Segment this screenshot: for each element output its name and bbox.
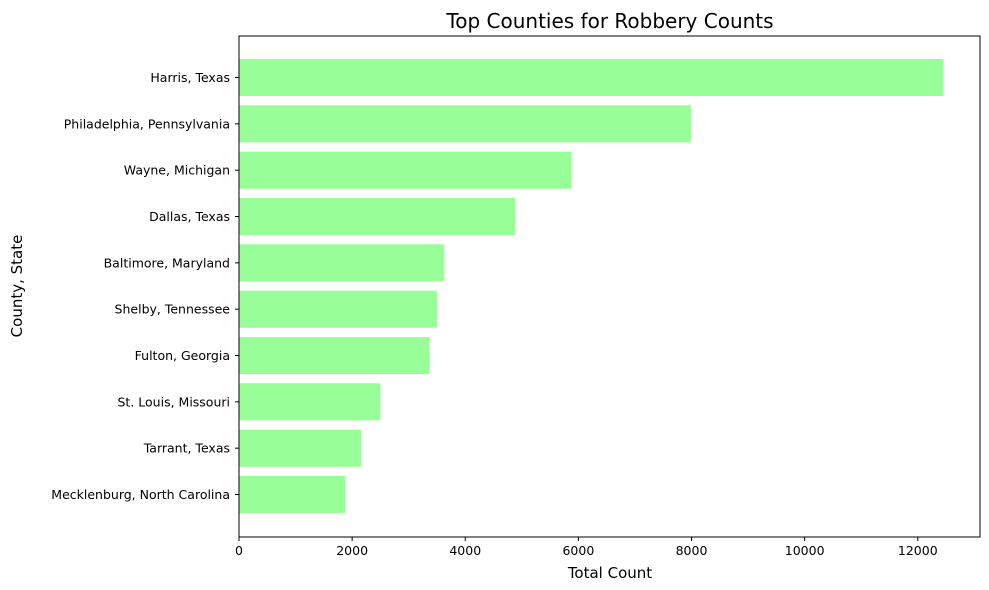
x-tick-label: 2000 [336,543,368,558]
plot-frame [238,35,981,538]
bar [239,336,430,375]
y-tick-label: Baltimore, Maryland [104,255,230,270]
bar [239,151,572,189]
y-tick-label: Dallas, Texas [149,209,230,224]
y-tick-label: Tarrant, Texas [143,441,230,456]
bar [239,290,437,328]
bar [239,429,362,467]
x-axis-label: Total Count [567,564,652,582]
y-tick-label: Shelby, Tennessee [115,302,231,317]
bars-group [239,58,944,514]
y-tick-label: Wayne, Michigan [124,163,230,178]
x-tick-label: 8000 [676,543,708,558]
y-axis-label: County, State [8,235,26,338]
y-tick-label: Philadelphia, Pennsylvania [64,116,230,131]
y-axis-ticks: Harris, Texas Philadelphia, Pennsylvania W… [51,70,239,502]
bar [239,105,691,143]
bar [239,475,346,514]
x-tick-label: 0 [235,543,243,558]
x-tick-label: 6000 [562,543,594,558]
x-axis-ticks: 0 2000 4000 6000 8000 10000 12000 [235,537,938,558]
bar [239,383,381,421]
x-tick-label: 12000 [898,543,938,558]
bar [239,58,944,97]
bar [239,244,445,282]
chart-title: Top Counties for Robbery Counts [445,9,773,33]
y-tick-label: Harris, Texas [150,70,230,85]
y-tick-label: Mecklenburg, North Carolina [51,487,230,502]
y-tick-label: Fulton, Georgia [135,348,230,363]
y-tick-label: St. Louis, Missouri [118,394,231,409]
bar [239,197,516,236]
x-tick-label: 10000 [785,543,825,558]
x-tick-label: 4000 [449,543,481,558]
